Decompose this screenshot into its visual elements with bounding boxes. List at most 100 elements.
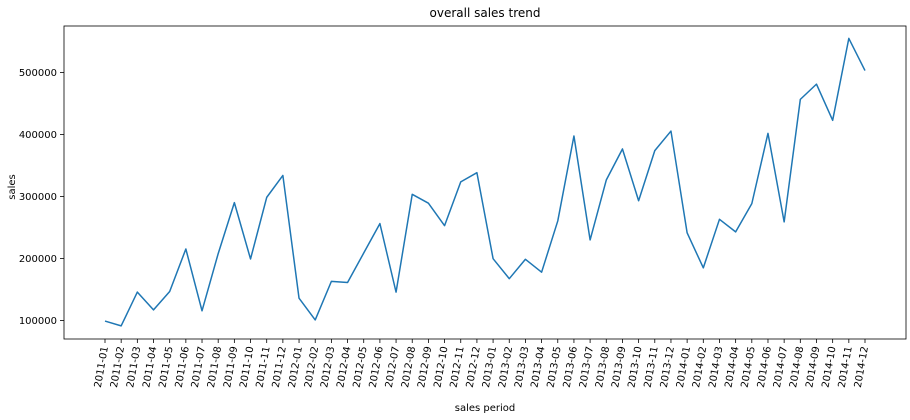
x-tick-label: 2014-09: [804, 346, 822, 389]
x-tick-label: 2014-06: [756, 346, 774, 389]
data-point: [718, 218, 720, 220]
data-point: [815, 83, 817, 85]
x-tick-label: 2012-12: [465, 346, 483, 389]
x-tick-label: 2013-07: [578, 346, 596, 389]
x-tick-label: 2011-10: [238, 346, 256, 389]
x-tick-label: 2014-02: [691, 346, 709, 389]
data-point: [411, 193, 413, 195]
data-point: [395, 291, 397, 293]
x-tick-label: 2014-03: [707, 346, 725, 389]
data-point: [346, 281, 348, 283]
y-tick-label: 100000: [19, 316, 57, 327]
data-point: [654, 149, 656, 151]
x-tick-label: 2013-05: [546, 346, 564, 389]
x-tick-label: 2014-10: [821, 346, 839, 389]
data-point: [217, 252, 219, 254]
data-point: [799, 98, 801, 100]
data-point: [573, 135, 575, 137]
x-tick-label: 2012-02: [303, 346, 321, 389]
x-tick-label: 2011-04: [141, 346, 159, 389]
data-point: [185, 248, 187, 250]
data-point: [605, 179, 607, 181]
y-tick-label: 500000: [19, 68, 57, 79]
x-tick-label: 2014-11: [837, 346, 855, 389]
data-point: [670, 130, 672, 132]
data-point: [734, 231, 736, 233]
data-point: [379, 222, 381, 224]
data-point: [152, 309, 154, 311]
x-tick-label: 2012-08: [400, 346, 418, 389]
x-tick-label: 2012-05: [352, 346, 370, 389]
data-point: [508, 277, 510, 279]
x-tick-label: 2014-05: [740, 346, 758, 389]
data-point: [848, 37, 850, 39]
x-tick-label: 2014-01: [675, 346, 693, 389]
data-point: [460, 181, 462, 183]
data-point: [540, 271, 542, 273]
y-axis: 100000 200000 300000 400000 500000: [19, 68, 64, 327]
x-tick-label: 2012-07: [384, 346, 402, 389]
x-tick-label: 2013-03: [513, 346, 531, 389]
x-tick-label: 2014-07: [772, 346, 790, 389]
x-tick-label: 2013-01: [481, 346, 499, 389]
series-layer: [104, 37, 866, 327]
data-point: [427, 202, 429, 204]
x-tick-label: 2013-09: [610, 346, 628, 389]
data-point: [557, 220, 559, 222]
y-axis-label: sales: [7, 174, 18, 199]
x-tick-label: 2011-01: [93, 346, 111, 389]
data-point: [168, 290, 170, 292]
x-tick-label: 2011-12: [271, 346, 289, 389]
data-point: [120, 325, 122, 327]
data-point: [864, 69, 866, 71]
chart-title: overall sales trend: [430, 6, 541, 20]
x-tick-label: 2013-12: [659, 346, 677, 389]
x-tick-label: 2013-02: [497, 346, 515, 389]
x-tick-label: 2014-12: [853, 346, 871, 389]
x-axis: 2011-012011-022011-032011-042011-052011-…: [93, 339, 871, 389]
y-tick-label: 400000: [19, 130, 57, 141]
y-tick-label: 200000: [19, 254, 57, 265]
x-tick-label: 2011-09: [222, 346, 240, 389]
data-point: [298, 297, 300, 299]
x-tick-label: 2013-06: [562, 346, 580, 389]
x-tick-label: 2012-10: [432, 346, 450, 389]
x-tick-label: 2012-06: [368, 346, 386, 389]
data-point: [201, 310, 203, 312]
x-tick-label: 2012-01: [287, 346, 305, 389]
data-point: [476, 172, 478, 174]
x-tick-label: 2013-10: [626, 346, 644, 389]
data-point: [702, 267, 704, 269]
x-tick-label: 2011-05: [158, 346, 176, 389]
x-tick-label: 2011-07: [190, 346, 208, 389]
data-point: [136, 291, 138, 293]
x-tick-label: 2011-06: [174, 346, 192, 389]
x-tick-label: 2011-03: [125, 346, 143, 389]
data-point: [330, 280, 332, 282]
x-tick-label: 2014-08: [788, 346, 806, 389]
data-point: [492, 257, 494, 259]
x-tick-label: 2012-11: [449, 346, 467, 389]
data-point: [751, 202, 753, 204]
data-point: [443, 224, 445, 226]
x-tick-label: 2011-02: [109, 346, 127, 389]
data-point: [767, 132, 769, 134]
x-tick-label: 2014-04: [724, 346, 742, 389]
x-tick-label: 2011-08: [206, 346, 224, 389]
series-line: [104, 37, 866, 327]
data-point: [589, 239, 591, 241]
x-tick-label: 2013-08: [594, 346, 612, 389]
plot-area-frame: [63, 25, 907, 340]
x-axis-label: sales period: [455, 403, 516, 414]
data-point: [314, 319, 316, 321]
data-point: [104, 320, 106, 322]
x-tick-label: 2013-04: [529, 346, 547, 389]
x-tick-label: 2012-09: [416, 346, 434, 389]
data-point: [266, 196, 268, 198]
x-tick-label: 2012-04: [335, 346, 353, 389]
data-point: [363, 252, 365, 254]
x-tick-label: 2013-11: [643, 346, 661, 389]
data-point: [249, 258, 251, 260]
